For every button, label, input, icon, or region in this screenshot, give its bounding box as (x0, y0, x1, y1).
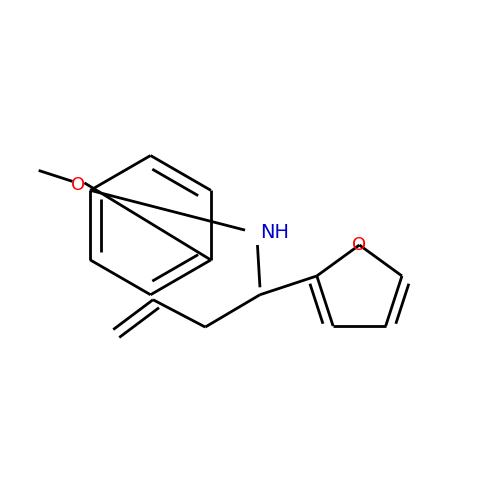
Text: O: O (352, 236, 366, 254)
Text: O: O (72, 176, 86, 194)
Text: NH: NH (260, 223, 289, 242)
